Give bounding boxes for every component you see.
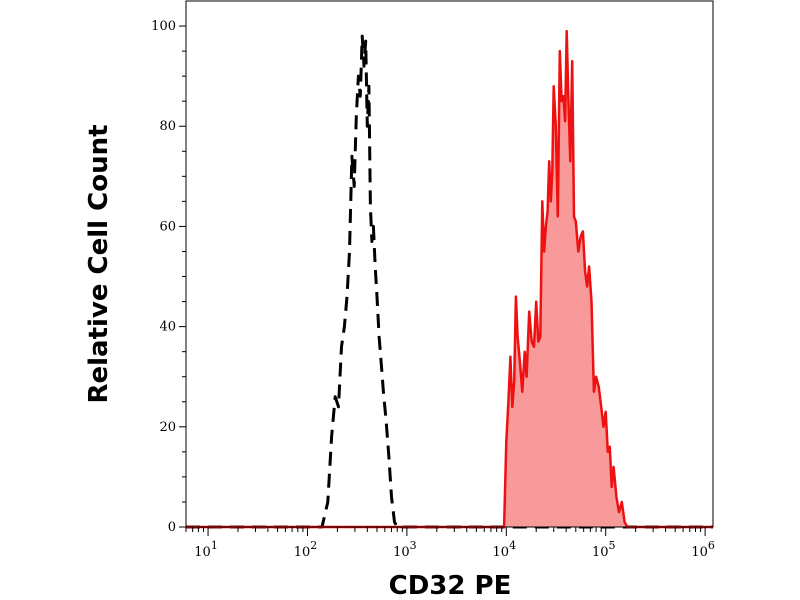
x-tick-label: 102 xyxy=(294,539,318,560)
y-tick-label: 40 xyxy=(159,320,176,335)
y-tick-label: 20 xyxy=(159,420,176,435)
series-1-fill xyxy=(186,31,713,527)
x-ticks: 101 102 103 104 105 106 xyxy=(185,527,715,560)
y-tick-label: 0 xyxy=(168,520,176,535)
x-axis-title: CD32 PE xyxy=(389,571,512,600)
y-tick-label: 80 xyxy=(159,119,176,134)
series-0-line xyxy=(186,34,713,529)
x-tick-label: 103 xyxy=(393,539,417,560)
series-1-line xyxy=(186,29,713,529)
x-tick-label: 104 xyxy=(493,539,517,560)
y-tick-label: 60 xyxy=(159,219,176,234)
x-tick-label: 106 xyxy=(691,539,715,560)
y-tick-label: 100 xyxy=(151,19,176,34)
plot-frame xyxy=(185,0,714,528)
y-ticks: 0 20 40 60 80 100 xyxy=(151,19,186,535)
x-tick-label: 105 xyxy=(592,539,616,560)
y-axis-title: Relative Cell Count xyxy=(84,124,114,403)
series-layer xyxy=(186,29,713,529)
x-tick-label: 101 xyxy=(194,539,218,560)
